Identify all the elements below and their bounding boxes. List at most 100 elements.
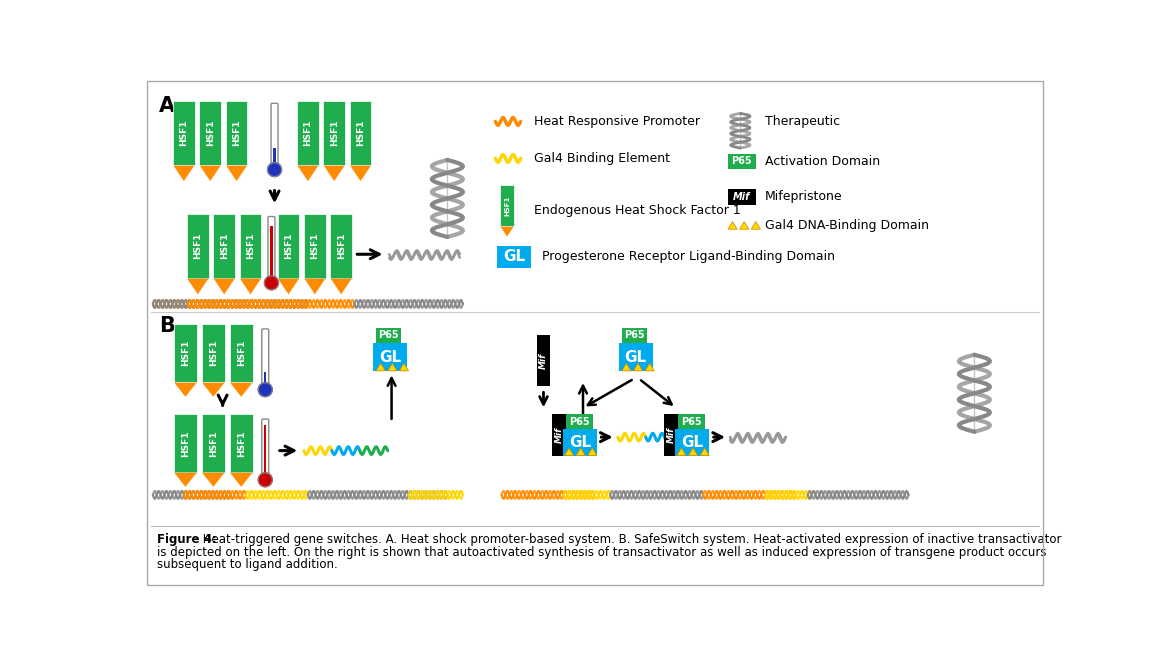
Text: HSF1: HSF1 <box>205 120 215 146</box>
Polygon shape <box>751 221 760 229</box>
FancyBboxPatch shape <box>261 419 268 474</box>
Polygon shape <box>700 448 709 455</box>
Bar <box>373 343 408 371</box>
Polygon shape <box>622 363 632 371</box>
Text: A: A <box>159 96 175 116</box>
Polygon shape <box>230 473 253 487</box>
Text: Heat Responsive Promoter: Heat Responsive Promoter <box>534 115 700 128</box>
Polygon shape <box>349 165 372 181</box>
Bar <box>202 324 225 382</box>
Polygon shape <box>740 221 749 229</box>
Polygon shape <box>587 448 597 455</box>
Bar <box>563 430 597 455</box>
Polygon shape <box>576 448 585 455</box>
Polygon shape <box>399 363 409 371</box>
Bar <box>225 101 247 165</box>
Polygon shape <box>376 363 385 371</box>
Text: HSF1: HSF1 <box>246 233 255 260</box>
Text: HSF1: HSF1 <box>237 430 246 457</box>
Text: HSF1: HSF1 <box>337 233 346 260</box>
Text: HSF1: HSF1 <box>194 233 202 260</box>
Text: GL: GL <box>569 435 591 450</box>
Bar <box>728 154 756 169</box>
Bar <box>264 372 266 383</box>
Bar <box>174 324 197 382</box>
Polygon shape <box>202 382 225 397</box>
Text: Mif: Mif <box>734 192 750 202</box>
Text: Mif: Mif <box>555 427 563 444</box>
Bar <box>230 324 253 382</box>
Bar <box>202 414 225 473</box>
Polygon shape <box>230 382 253 397</box>
Polygon shape <box>324 165 345 181</box>
Polygon shape <box>277 279 300 295</box>
Polygon shape <box>331 279 352 295</box>
Text: HSF1: HSF1 <box>219 233 229 260</box>
Polygon shape <box>214 279 235 295</box>
Bar <box>304 214 326 279</box>
Bar <box>676 430 709 455</box>
Text: HSF1: HSF1 <box>330 120 339 146</box>
Text: HSF1: HSF1 <box>209 340 218 366</box>
Text: Mifepristone: Mifepristone <box>765 190 843 204</box>
Text: HSF1: HSF1 <box>232 120 241 146</box>
FancyBboxPatch shape <box>268 217 275 277</box>
Polygon shape <box>173 165 195 181</box>
Bar <box>230 414 253 473</box>
Polygon shape <box>634 363 643 371</box>
Text: GL: GL <box>625 349 647 364</box>
Polygon shape <box>388 363 397 371</box>
Bar <box>565 414 593 430</box>
Text: HSF1: HSF1 <box>504 195 510 215</box>
Text: Figure 4:: Figure 4: <box>157 533 216 546</box>
Polygon shape <box>304 279 326 295</box>
Text: Heat-triggered gene switches. A. Heat shock promoter-based system. B. SafeSwitch: Heat-triggered gene switches. A. Heat sh… <box>199 533 1061 546</box>
Text: Mif: Mif <box>666 427 676 444</box>
Text: P65: P65 <box>378 331 398 341</box>
Polygon shape <box>174 473 197 487</box>
Bar <box>664 414 678 457</box>
Text: Therapeutic: Therapeutic <box>765 115 841 128</box>
Bar <box>497 246 531 268</box>
Text: P65: P65 <box>682 416 702 427</box>
Text: Activation Domain: Activation Domain <box>765 155 880 168</box>
Bar <box>331 214 352 279</box>
Text: Gal4 DNA-Binding Domain: Gal4 DNA-Binding Domain <box>765 219 929 232</box>
Polygon shape <box>202 473 225 487</box>
Text: HSF1: HSF1 <box>209 430 218 457</box>
Polygon shape <box>564 448 574 455</box>
Text: subsequent to ligand addition.: subsequent to ligand addition. <box>157 558 338 571</box>
Circle shape <box>265 276 279 290</box>
Bar <box>536 335 550 386</box>
Bar <box>619 343 652 371</box>
Bar <box>239 214 261 279</box>
Bar <box>174 414 197 473</box>
Polygon shape <box>728 221 737 229</box>
Text: P65: P65 <box>623 331 644 341</box>
Text: HSF1: HSF1 <box>181 430 190 457</box>
Bar <box>273 148 275 163</box>
Bar <box>297 101 319 165</box>
Text: HSF1: HSF1 <box>237 340 246 366</box>
Polygon shape <box>646 363 655 371</box>
Text: HSF1: HSF1 <box>284 233 293 260</box>
Polygon shape <box>225 165 247 181</box>
Polygon shape <box>174 382 197 397</box>
Text: Endogenous Heat Shock Factor 1: Endogenous Heat Shock Factor 1 <box>534 204 741 217</box>
Polygon shape <box>187 279 209 295</box>
Text: Gal4 Binding Element: Gal4 Binding Element <box>534 152 670 165</box>
Text: GL: GL <box>378 349 401 364</box>
Polygon shape <box>500 227 514 237</box>
Polygon shape <box>239 279 261 295</box>
Bar <box>551 414 565 457</box>
Polygon shape <box>297 165 319 181</box>
Bar <box>214 214 235 279</box>
Bar <box>264 426 266 473</box>
Bar <box>376 328 401 343</box>
Polygon shape <box>677 448 686 455</box>
FancyBboxPatch shape <box>261 329 268 384</box>
Text: HSF1: HSF1 <box>356 120 365 146</box>
Bar <box>500 185 514 227</box>
Text: GL: GL <box>682 435 704 450</box>
Circle shape <box>258 383 272 397</box>
